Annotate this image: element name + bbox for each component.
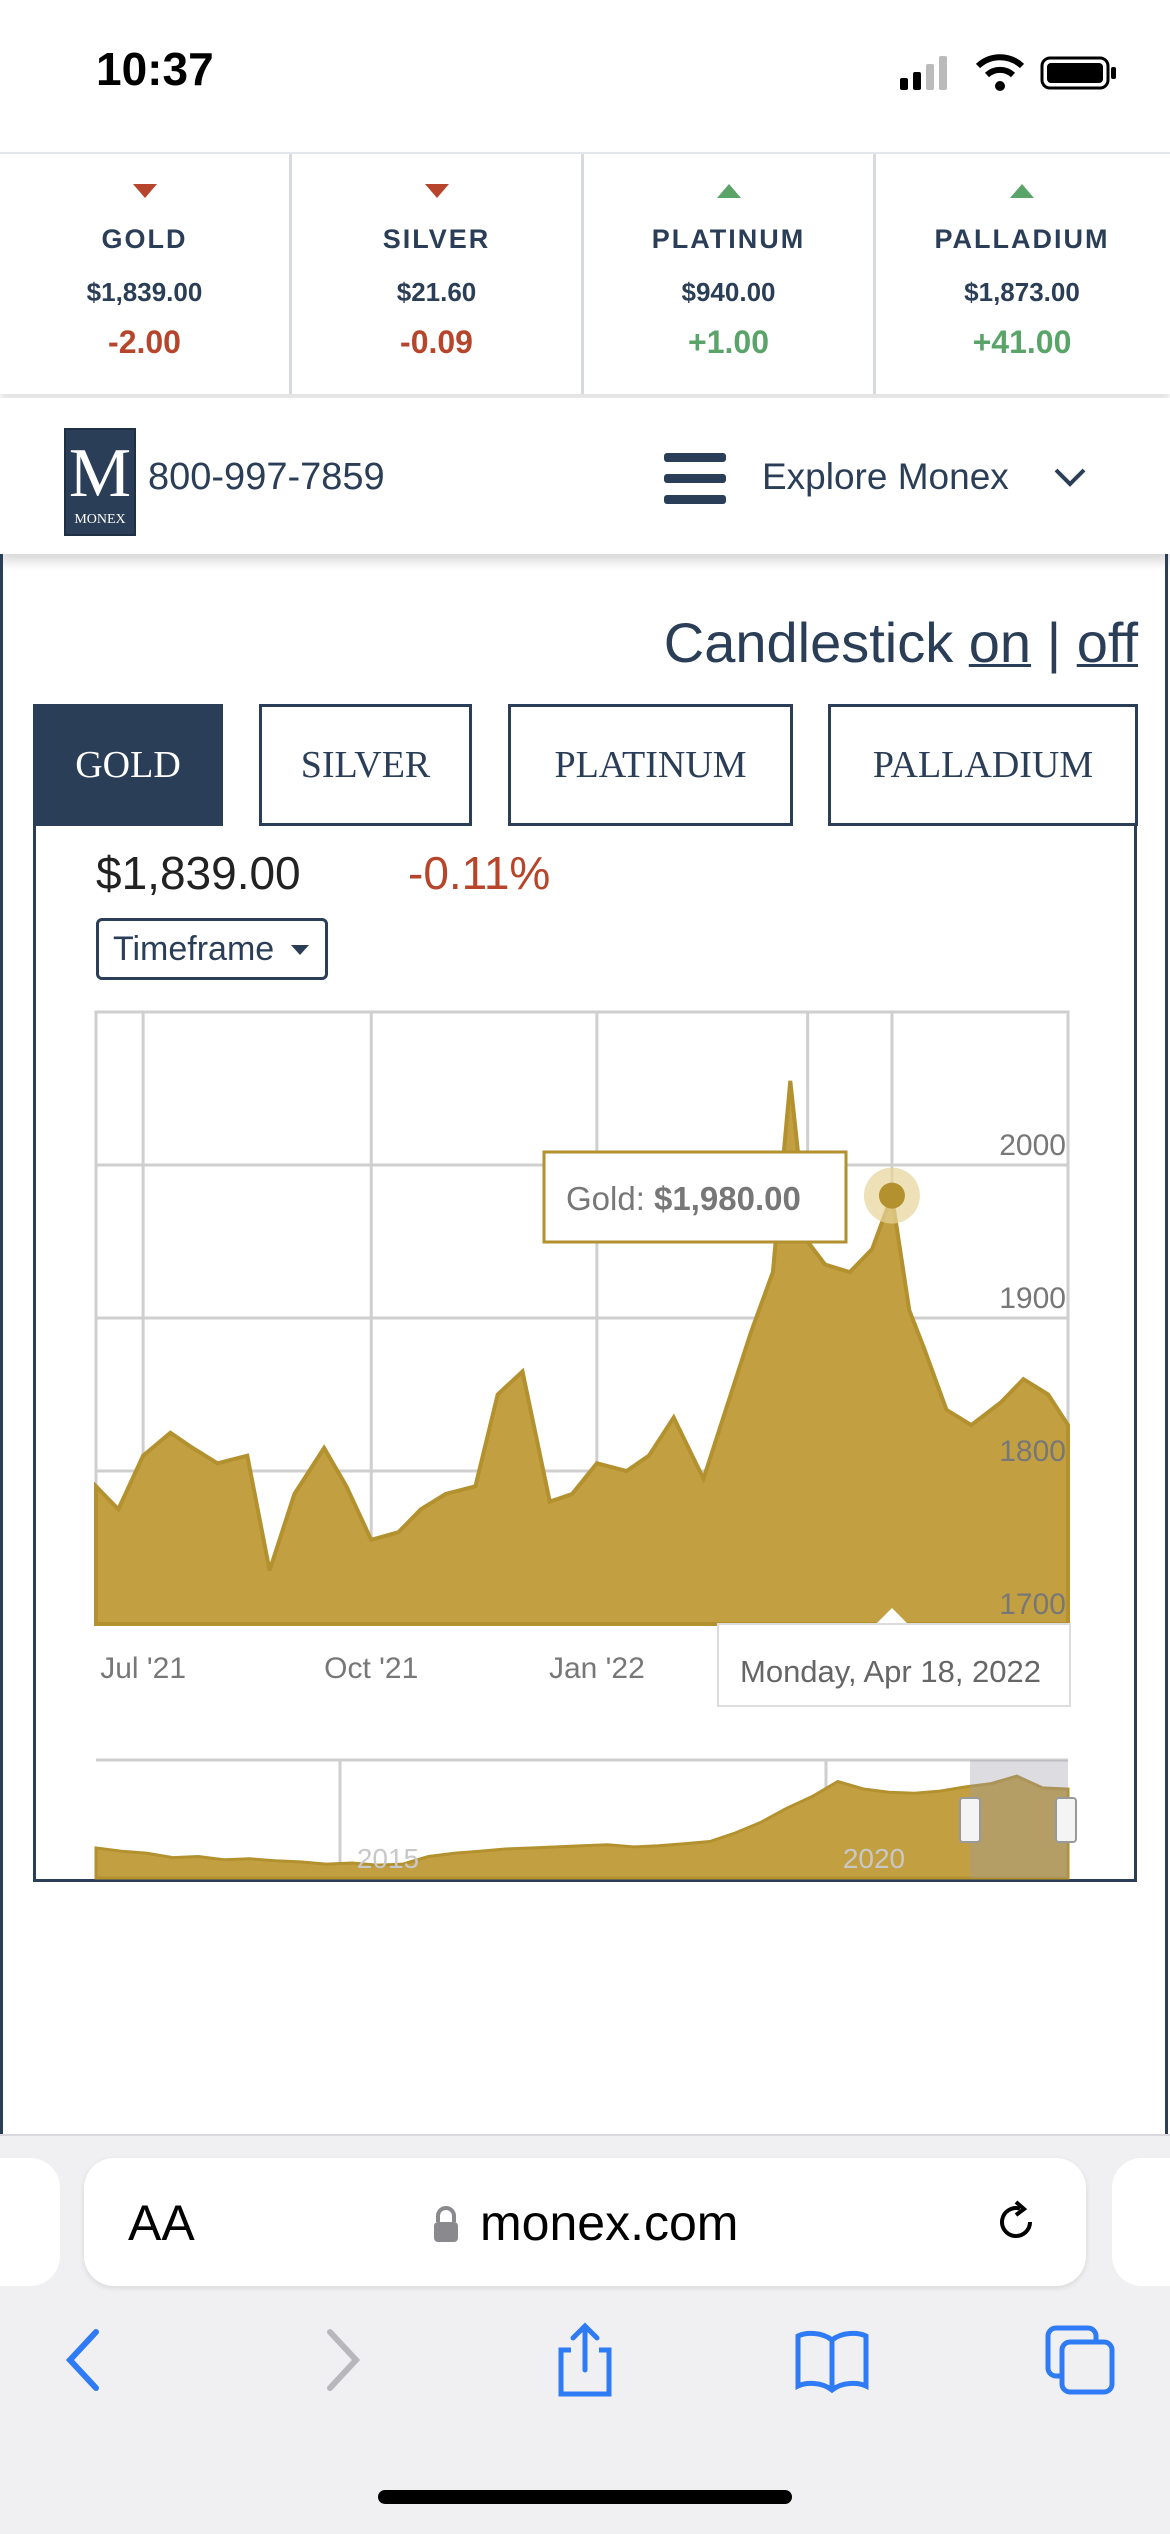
ticker-change: +41.00 [972,324,1072,360]
caret-down-icon [291,945,309,955]
ticker-silver[interactable]: SILVER $21.60 -0.09 [292,154,584,394]
y-tick-label: 1800 [999,1435,1066,1468]
next-tab-pill[interactable] [1112,2158,1170,2286]
ticker-change: -0.09 [400,324,473,360]
status-time: 10:37 [96,43,214,95]
site-header [0,398,1170,554]
date-label-box [717,1623,1071,1707]
ticker-price: $1,839.00 [86,277,203,307]
logo-word: MONEX [74,512,126,527]
share-icon[interactable] [545,2320,625,2400]
ticker-change: +1.00 [688,324,769,360]
ticker-name: SILVER [382,224,491,254]
current-price: $1,839.00 [96,847,301,899]
phone-link[interactable]: 800-997-7859 [148,456,385,498]
navigator-label: 2020 [843,1843,905,1874]
navigator-handle-right [1055,1797,1077,1843]
down-arrow-icon [132,184,157,198]
navigator-handle-left [959,1797,981,1843]
tabs-icon[interactable] [1040,2320,1120,2400]
wifi-icon [975,54,1025,91]
metal-price-ticker: GOLD $1,839.00 -2.00 SILVER $21.60 -0.09… [0,152,1170,394]
down-arrow-icon [424,184,449,198]
status-icons [900,54,1116,91]
y-tick-label: 1700 [999,1588,1066,1621]
battery-icon [1040,56,1116,90]
ticker-price: $940.00 [681,277,776,307]
text-size-button[interactable]: AA [128,2195,195,2251]
timeframe-label: Timeframe [113,930,275,968]
date-pointer [875,1608,908,1624]
ticker-gold[interactable]: GOLD $1,839.00 -2.00 [0,154,292,394]
previous-tab-pill[interactable] [0,2158,60,2286]
lock-icon [434,2206,458,2242]
chevron-down-icon[interactable] [1052,462,1088,492]
tab-platinum[interactable]: PLATINUM [508,704,793,826]
ticker-price: $1,873.00 [964,277,1080,307]
navigator-area [94,1774,1070,1880]
chart-section [0,554,1168,2134]
tab-silver[interactable]: SILVER [259,704,472,826]
x-tick-label: Oct '21 [324,1652,418,1685]
forward-icon[interactable] [300,2320,380,2400]
ticker-platinum[interactable]: PLATINUM $940.00 +1.00 [584,154,876,394]
ticker-price: $21.60 [396,277,477,307]
monex-logo[interactable]: M MONEX [64,428,136,536]
explore-menu-button[interactable]: Explore Monex [762,456,1009,497]
hamburger-menu-icon[interactable] [664,453,726,505]
price-chart[interactable]: 1700 1800 1900 2000 Jul '21 Oct '21 Jan '22 Go… [0,0,1170,1720]
x-tick-label: Jul '21 [100,1652,186,1685]
price-percent-change: -0.11% [408,847,551,899]
up-arrow-icon [1010,184,1034,198]
chart-panel [33,826,1137,1882]
ticker-name: GOLD [101,224,188,254]
tooltip-box [542,1150,848,1244]
ticker-palladium[interactable]: PALLADIUM $1,873.00 +41.00 [876,154,1168,394]
reload-icon[interactable] [990,2196,1042,2248]
candlestick-toggle: Candlestick on | off [664,610,1138,675]
url-text[interactable]: monex.com [480,2195,739,2251]
hover-point [878,1182,905,1209]
address-bar[interactable] [84,2158,1086,2286]
tab-gold[interactable]: GOLD [33,704,223,826]
ticker-change: -2.00 [108,324,181,360]
candlestick-separator: | [1046,611,1062,674]
candlestick-on-link[interactable]: on [968,611,1032,674]
range-navigator[interactable]: 2015 2020 [0,0,1170,1900]
timeframe-dropdown[interactable]: Timeframe [96,918,328,980]
y-tick-label: 2000 [999,1129,1066,1162]
home-indicator [378,2490,792,2504]
candlestick-off-link[interactable]: off [1076,611,1138,674]
y-tick-label: 1900 [999,1282,1066,1315]
candlestick-label: Candlestick [663,611,954,674]
date-label: Monday, Apr 18, 2022 [740,1654,1041,1689]
gold-area-series [94,1080,1070,1626]
x-tick-label: Jan '22 [549,1652,645,1685]
back-icon[interactable] [46,2320,126,2400]
logo-letter: M [68,435,132,512]
up-arrow-icon [716,184,741,198]
ticker-name: PALLADIUM [934,224,1110,254]
tab-palladium[interactable]: PALLADIUM [828,704,1138,826]
navigator-label: 2015 [357,1843,419,1874]
ticker-name: PLATINUM [651,224,806,254]
navigator-selection [970,1760,1068,1878]
bookmarks-icon[interactable] [792,2320,872,2400]
tooltip-text: Gold: $1,980.00 [566,1180,801,1217]
signal-icon [900,56,947,90]
